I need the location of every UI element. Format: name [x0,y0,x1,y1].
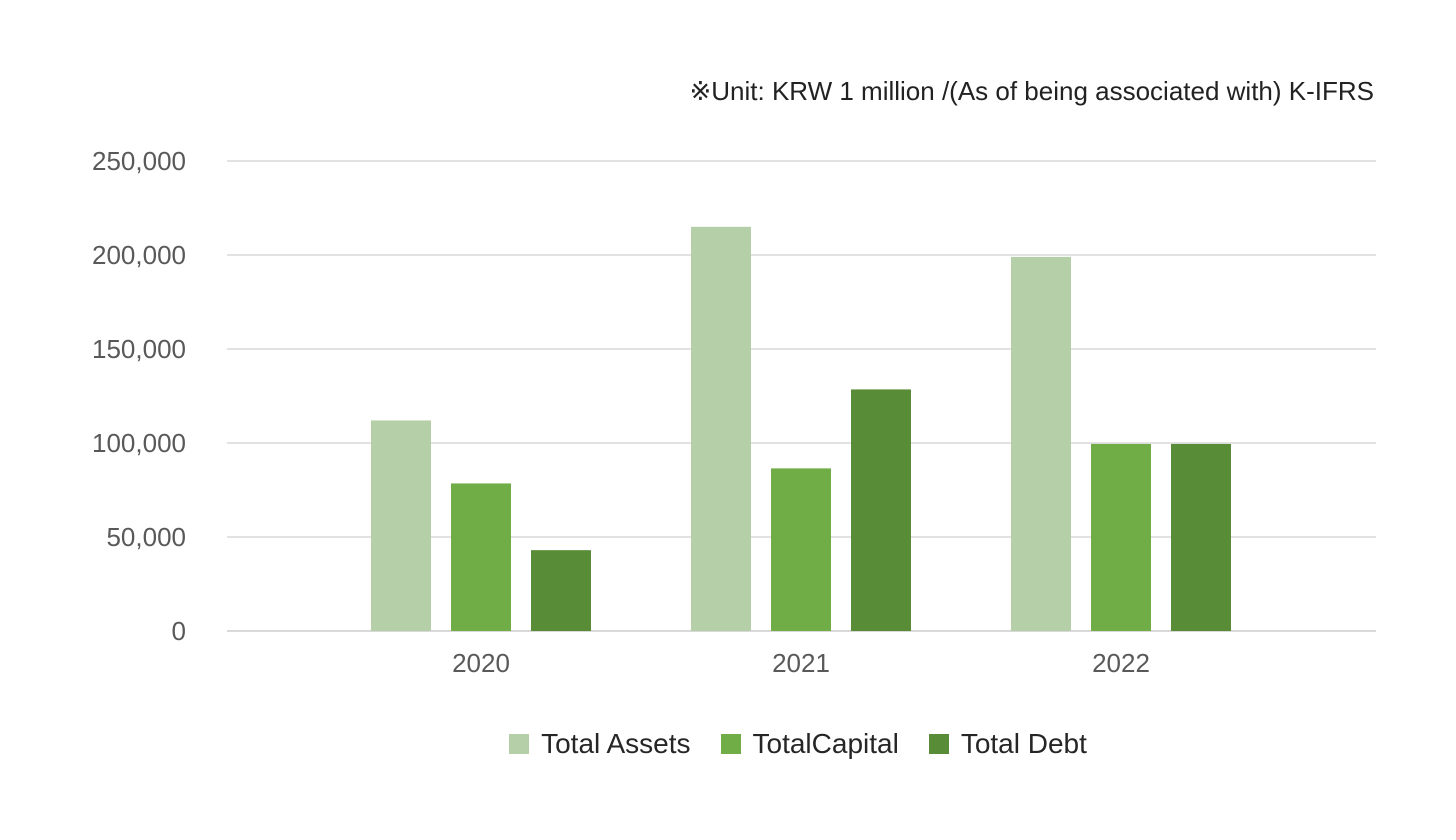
legend-swatch-total-capital [720,734,741,754]
legend-item-total-debt: Total Debt [928,728,1087,760]
y-tick-label: 100,000 [92,428,186,458]
legend-label-total-debt: Total Debt [960,728,1087,759]
y-axis-ticks: 0 50,000 100,000 150,000 200,000 250,000 [92,146,186,646]
x-tick-label-2020: 2020 [452,648,510,678]
legend-swatch-total-assets [509,734,530,754]
bar-total-capital-2020 [451,483,511,631]
y-tick-label: 150,000 [92,334,186,364]
legend-label-total-assets: Total Assets [541,728,691,759]
legend-item-total-assets: Total Assets [509,728,691,760]
bar-total-debt-2022 [1171,443,1231,631]
bar-total-assets-2020 [371,420,431,631]
unit-note: ※Unit: KRW 1 million /(As of being assoc… [689,76,1374,106]
x-tick-label-2022: 2022 [1092,648,1150,678]
bar-total-assets-2021 [691,226,751,632]
legend-item-total-capital: TotalCapital [720,728,899,760]
legend-swatch-total-debt [928,734,949,754]
y-tick-label: 250,000 [92,146,186,176]
y-tick-label: 0 [172,616,186,646]
bar-total-assets-2022 [1011,256,1071,631]
y-tick-label: 200,000 [92,240,186,270]
bar-total-debt-2020 [531,550,591,631]
bar-total-capital-2021 [771,468,831,631]
x-axis-ticks: 2020 2021 2022 [452,648,1150,678]
x-tick-label-2021: 2021 [772,648,830,678]
legend-label-total-capital: TotalCapital [752,728,899,759]
bar-total-debt-2021 [851,389,911,631]
bar-total-capital-2022 [1091,443,1151,631]
y-tick-label: 50,000 [106,522,186,552]
legend: Total Assets TotalCapital Total Debt [0,728,1456,760]
bars [371,226,1231,632]
